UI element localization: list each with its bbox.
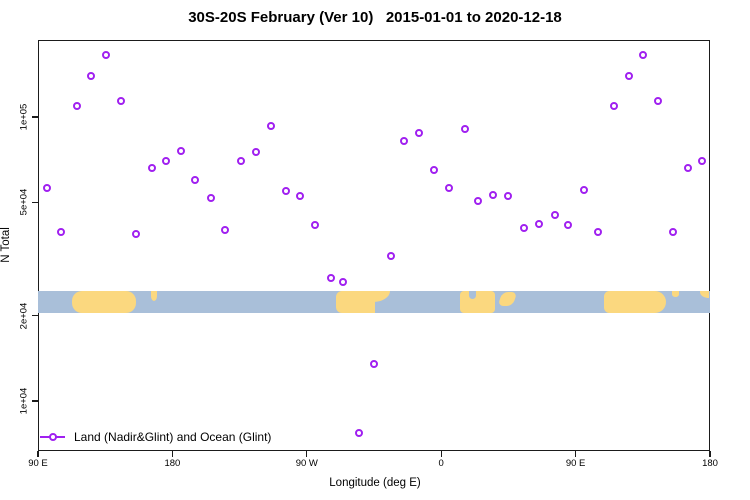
scatter-point	[639, 51, 648, 60]
land-patch-island-speck-2	[699, 290, 710, 298]
y-tick-mark	[32, 400, 38, 402]
scatter-point	[550, 211, 559, 220]
land-patch-africa	[459, 290, 495, 314]
scatter-point	[355, 429, 364, 438]
x-tick-mark	[440, 451, 442, 457]
scatter-point	[131, 229, 140, 238]
scatter-point	[42, 184, 51, 193]
land-patch-madagascar	[497, 292, 518, 306]
scatter-point	[220, 226, 229, 234]
scatter-point	[414, 129, 423, 138]
legend-label: Land (Nadir&Glint) and Ocean (Glint)	[74, 430, 272, 444]
map-strip-band	[38, 290, 710, 314]
scatter-point	[489, 191, 498, 200]
plot-area	[38, 40, 710, 451]
land-patch-island-speck-1	[671, 290, 680, 297]
scatter-point	[252, 147, 261, 156]
legend: Land (Nadir&Glint) and Ocean (Glint)	[40, 429, 271, 445]
scatter-point	[684, 164, 693, 173]
land-patch-africa-notch	[468, 290, 477, 299]
land-patch-new-caledonia	[150, 290, 157, 301]
x-tick-mark	[171, 451, 174, 457]
x-tick-mark	[37, 451, 39, 457]
x-tick-mark	[574, 451, 577, 457]
y-tick-mark	[32, 201, 38, 204]
y-tick-label: 1e+04	[18, 387, 30, 415]
legend-line-marker-icon	[40, 433, 65, 441]
scatter-point	[579, 185, 588, 194]
scatter-point	[236, 156, 245, 165]
scatter-point	[87, 72, 95, 81]
scatter-point	[609, 102, 618, 111]
scatter-point	[266, 121, 275, 130]
y-tick-label: 1e+05	[18, 103, 30, 131]
scatter-point	[161, 156, 170, 165]
land-patch-australia-west-pass	[71, 290, 136, 314]
scatter-point	[520, 224, 529, 233]
scatter-point	[668, 227, 677, 236]
scatter-point	[117, 96, 126, 105]
y-tick-mark	[32, 314, 38, 317]
scatter-point	[177, 146, 186, 155]
x-tick-label: 0	[438, 458, 444, 469]
scatter-point	[282, 186, 291, 195]
land-patch-south-america-east	[372, 290, 391, 303]
scatter-point	[430, 166, 439, 175]
y-tick-label: 5e+04	[18, 189, 30, 216]
scatter-point	[206, 193, 215, 202]
land-patch-south-america	[335, 290, 376, 314]
y-tick-mark	[32, 116, 38, 118]
scatter-point	[625, 72, 634, 81]
x-tick-mark	[709, 451, 711, 457]
x-tick-label: 180	[702, 458, 718, 469]
scatter-point	[311, 221, 319, 230]
x-tick-label: 180	[164, 458, 181, 469]
scatter-point	[654, 96, 663, 105]
scatter-point	[535, 219, 543, 228]
scatter-point	[295, 192, 304, 201]
y-axis-title: N Total	[0, 227, 12, 263]
x-axis-title: Longitude (deg E)	[329, 477, 421, 489]
scatter-point	[444, 184, 453, 193]
y-tick-label: 2e+04	[18, 302, 30, 329]
scatter-point	[101, 51, 110, 60]
scatter-point	[594, 227, 602, 236]
scatter-point	[460, 124, 469, 133]
scatter-point	[190, 175, 199, 184]
x-tick-label: 90 E	[28, 458, 48, 469]
scatter-point	[698, 156, 707, 165]
scatter-point	[473, 197, 482, 206]
scatter-point	[56, 227, 65, 236]
scatter-point	[370, 360, 378, 368]
scatter-point	[503, 191, 512, 200]
scatter-point	[72, 102, 81, 111]
scatter-point	[400, 137, 409, 146]
scatter-point	[338, 278, 347, 287]
legend-circle-marker-icon	[48, 433, 57, 441]
scatter-point	[563, 220, 572, 229]
x-tick-label: 90 W	[295, 458, 318, 469]
x-tick-label: 90 E	[565, 458, 586, 469]
scatter-point	[326, 274, 335, 283]
x-tick-mark	[306, 451, 308, 457]
land-patch-australia-east-pass	[603, 290, 666, 314]
scatter-point	[147, 164, 156, 173]
scatter-point	[387, 251, 396, 260]
chart-title: 30S-20S February (Ver 10) 2015-01-01 to …	[188, 9, 562, 26]
